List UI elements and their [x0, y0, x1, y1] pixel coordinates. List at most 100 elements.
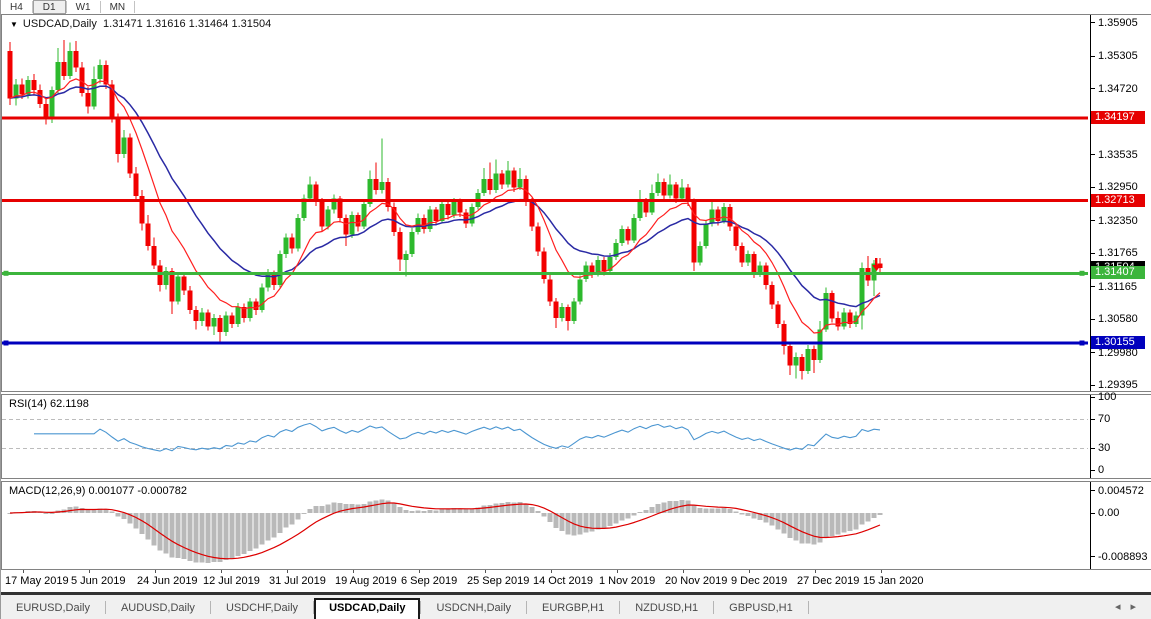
price-axis-label: 1.35905 — [1098, 17, 1138, 29]
axis-tick — [1091, 187, 1095, 188]
axis-tick — [1091, 286, 1095, 287]
sell-arrow-marker[interactable] — [872, 258, 881, 272]
axis-tick — [1091, 448, 1095, 449]
time-axis-tick — [287, 570, 288, 573]
rsi-axis[interactable]: 100 70 30 0 — [1090, 391, 1151, 478]
tabs-scroll-left-icon[interactable]: ◂ — [1114, 601, 1131, 613]
separator — [713, 601, 715, 614]
timeframe-tab-mn[interactable]: MN — [109, 1, 126, 13]
axis-tick — [1091, 88, 1095, 89]
axis-tick — [1091, 385, 1095, 386]
price-axis-label: 1.29980 — [1098, 347, 1138, 359]
axis-tick — [1091, 220, 1095, 221]
chart-tab-eurusd[interactable]: EURUSD,Daily — [16, 602, 90, 614]
time-axis-label: 27 Dec 2019 — [797, 575, 860, 587]
hline-handle[interactable] — [3, 340, 9, 346]
timeframe-tab-w1[interactable]: W1 — [75, 1, 91, 13]
chart-tab-gbpusd[interactable]: GBPUSD,H1 — [729, 602, 793, 614]
time-axis-tick — [353, 570, 354, 573]
chart-symbol-label: USDCAD,Daily — [22, 18, 97, 30]
separator — [65, 1, 67, 13]
price-axis[interactable]: 1.359051.353051.347201.341351.335351.329… — [1090, 15, 1151, 391]
chart-quote-ohlc: 1.31471 1.31616 1.31464 1.31504 — [103, 18, 272, 30]
chart-tab-usdchf[interactable]: USDCHF,Daily — [225, 602, 299, 614]
axis-tick — [1091, 419, 1095, 420]
axis-tick — [1091, 352, 1095, 353]
rsi-plot-area[interactable] — [2, 395, 1088, 478]
rsi-line — [34, 422, 881, 452]
hline-handle[interactable] — [1079, 270, 1085, 276]
hline-handle[interactable] — [3, 270, 9, 276]
time-axis-tick — [617, 570, 618, 573]
axis-tick — [1091, 513, 1095, 514]
separator — [420, 601, 422, 614]
time-axis-tick — [749, 570, 750, 573]
time-axis-label: 9 Dec 2019 — [731, 575, 788, 587]
time-axis-label: 12 Jul 2019 — [203, 575, 260, 587]
time-axis-label: 24 Jun 2019 — [137, 575, 198, 587]
separator — [807, 601, 809, 614]
separator — [209, 601, 211, 614]
hline-price-badge: 1.31407 — [1091, 266, 1145, 279]
separator — [31, 1, 33, 13]
time-axis-tick — [881, 570, 882, 573]
rsi-axis-label: 70 — [1098, 413, 1111, 425]
axis-tick — [1091, 22, 1095, 23]
chart-plot-area[interactable] — [2, 15, 1088, 391]
rsi-indicator-panel: RSI(14) 62.1198 100 70 30 0 — [1, 391, 1151, 479]
separator — [104, 601, 106, 614]
time-axis-label: 14 Oct 2019 — [533, 575, 593, 587]
axis-tick — [1091, 154, 1095, 155]
price-axis-label: 1.35305 — [1098, 50, 1138, 62]
rsi-axis-label: 30 — [1098, 442, 1111, 454]
chart-tab-bar: EURUSD,Daily AUDUSD,Daily USDCHF,Daily USDC… — [1, 595, 1151, 619]
chart-tab-usdcnh[interactable]: USDCNH,Daily — [436, 602, 512, 614]
separator — [313, 601, 315, 614]
price-axis-label: 1.34720 — [1098, 83, 1138, 95]
rsi-axis-label: 0 — [1098, 464, 1105, 476]
axis-tick — [1091, 319, 1095, 320]
time-axis-tick — [815, 570, 816, 573]
hline-handle[interactable] — [1079, 340, 1085, 346]
chart-title: ▼ USDCAD,Daily 1.31471 1.31616 1.31464 1.… — [10, 18, 271, 30]
time-axis-label: 19 Aug 2019 — [335, 575, 397, 587]
separator — [99, 1, 101, 13]
time-axis-tick — [485, 570, 486, 573]
time-axis-tick — [551, 570, 552, 573]
time-axis[interactable]: 17 May 2019 5 Jun 2019 24 Jun 2019 12 Jul 2… — [1, 570, 1151, 592]
axis-tick — [1091, 470, 1095, 471]
tabs-scroll-right-icon[interactable]: ▸ — [1130, 601, 1146, 613]
timeframe-tab-h4[interactable]: H4 — [10, 1, 23, 13]
tab-scroll-arrows: ◂▸ — [1115, 600, 1146, 613]
timeframe-tab-d1[interactable]: D1 — [32, 0, 66, 14]
window-divider — [1, 592, 1151, 595]
macd-axis-label: -0.008893 — [1098, 551, 1148, 563]
time-axis-label: 17 May 2019 — [5, 575, 69, 587]
timeframe-tab-bar: H4 D1 W1 MN — [1, 0, 1151, 14]
macd-axis-label: 0.004572 — [1098, 485, 1144, 497]
chart-tab-usdcad[interactable]: USDCAD,Daily — [314, 598, 421, 619]
time-axis-label: 5 Jun 2019 — [71, 575, 126, 587]
chart-tab-nzdusd[interactable]: NZDUSD,H1 — [635, 602, 699, 614]
macd-plot-area[interactable] — [2, 482, 1088, 569]
price-axis-label: 1.32350 — [1098, 215, 1138, 227]
axis-tick — [1091, 490, 1095, 491]
hline-price-badge: 1.30155 — [1091, 336, 1145, 349]
separator — [526, 601, 528, 614]
macd-axis-label: 0.00 — [1098, 507, 1120, 519]
macd-indicator-panel: MACD(12,26,9) 0.001077 -0.000782 0.00457… — [1, 481, 1151, 570]
time-axis-label: 25 Sep 2019 — [467, 575, 530, 587]
chart-tab-audusd[interactable]: AUDUSD,Daily — [120, 602, 195, 614]
axis-tick — [1091, 253, 1095, 254]
chart-tab-eurgbp[interactable]: EURGBP,H1 — [542, 602, 605, 614]
separator — [619, 601, 621, 614]
price-axis-label: 1.33535 — [1098, 149, 1138, 161]
axis-tick — [1091, 397, 1095, 398]
hline-price-badge: 1.32713 — [1091, 194, 1145, 207]
time-axis-label: 6 Sep 2019 — [401, 575, 458, 587]
main-chart-panel: ▼ USDCAD,Daily 1.31471 1.31616 1.31464 1.… — [1, 14, 1151, 392]
macd-axis[interactable]: 0.004572 0.00 -0.008893 — [1090, 482, 1151, 569]
symbol-dropdown-icon[interactable]: ▼ — [10, 20, 18, 29]
price-axis-label: 1.32950 — [1098, 181, 1138, 193]
